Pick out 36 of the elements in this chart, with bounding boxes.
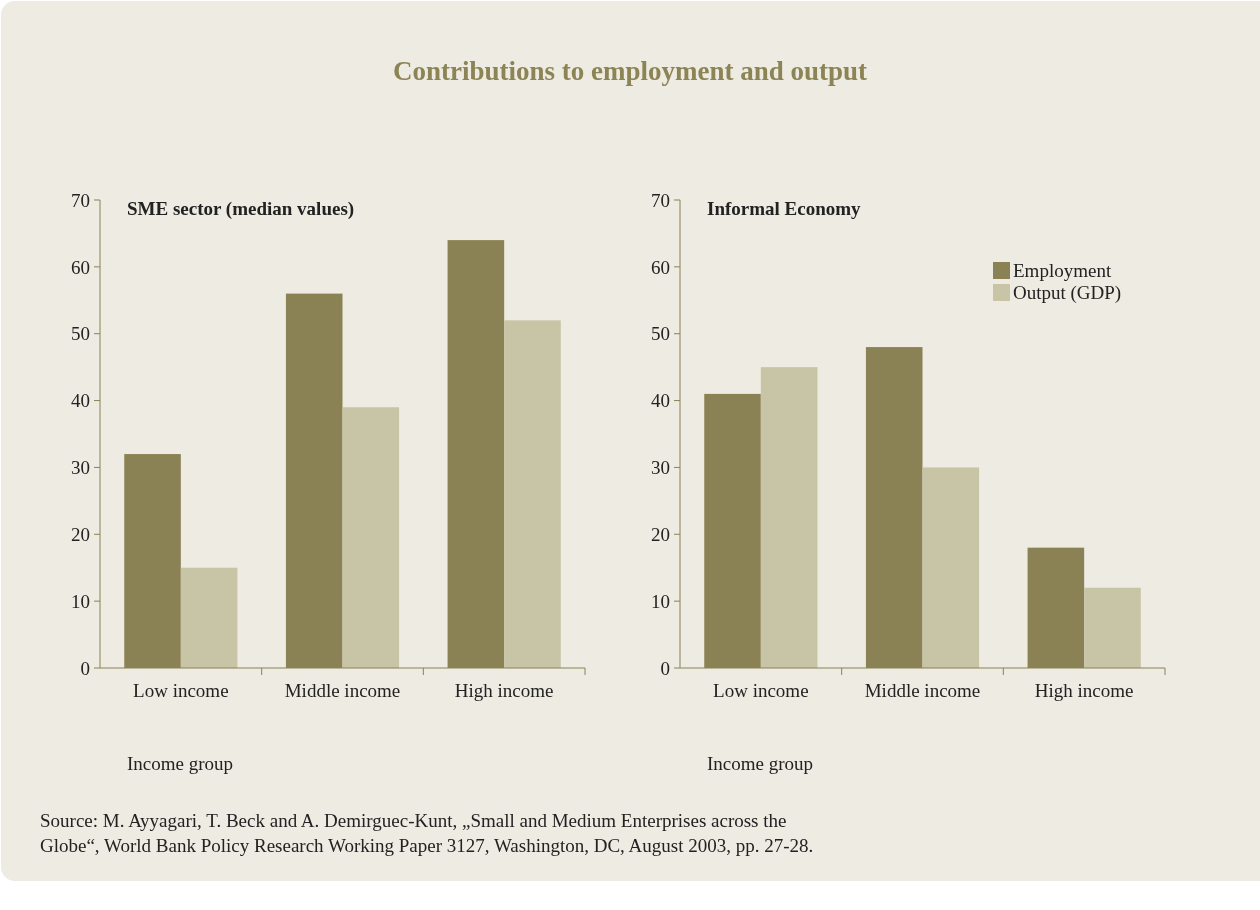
bar (180, 567, 238, 668)
y-tick-label: 20 (71, 523, 90, 545)
y-tick-label: 40 (651, 390, 670, 412)
y-tick-label: 30 (651, 457, 670, 479)
x-axis-title: Income group (707, 753, 814, 774)
legend-label: Output (GDP) (1013, 282, 1122, 304)
bar (504, 320, 561, 668)
y-tick-label: 10 (651, 590, 670, 612)
y-tick-label: 0 (660, 657, 670, 679)
y-tick-label: 20 (651, 523, 670, 545)
chart-title: SME sector (median values) (127, 198, 355, 220)
chart-title: Informal Economy (707, 198, 862, 219)
y-tick-label: 10 (71, 590, 90, 612)
x-tick-label: High income (454, 680, 554, 701)
y-tick-label: 70 (71, 189, 90, 211)
x-tick-label: Low income (133, 680, 229, 701)
y-tick-label: 40 (71, 390, 90, 412)
y-tick-label: 50 (71, 323, 90, 345)
source-note: Source: M. Ayyagari, T. Beck and A. Demirguec-Kunt, „Small and Medium Enterprises across the Globe“, World Bank Policy Research Working Paper 3127, Washington, DC, August 2003, pp. 27-28. (40, 810, 814, 856)
x-tick-label: Low income (713, 680, 809, 701)
bar (342, 407, 400, 668)
bar (760, 367, 818, 668)
x-axis-title: Income group (127, 753, 234, 774)
y-tick-label: 70 (651, 189, 670, 211)
legend-label: Employment (1013, 260, 1112, 281)
y-tick-label: 60 (651, 256, 670, 278)
y-tick-label: 0 (80, 657, 90, 679)
x-tick-label: High income (1034, 680, 1134, 701)
bar (1084, 587, 1141, 668)
x-tick-label: Middle income (284, 680, 401, 701)
y-tick-label: 30 (71, 457, 90, 479)
bar (922, 467, 980, 668)
y-tick-label: 60 (71, 256, 90, 278)
text: Contributions to employment and output (392, 56, 868, 86)
x-tick-label: Middle income (864, 680, 981, 701)
y-tick-label: 50 (651, 323, 670, 345)
